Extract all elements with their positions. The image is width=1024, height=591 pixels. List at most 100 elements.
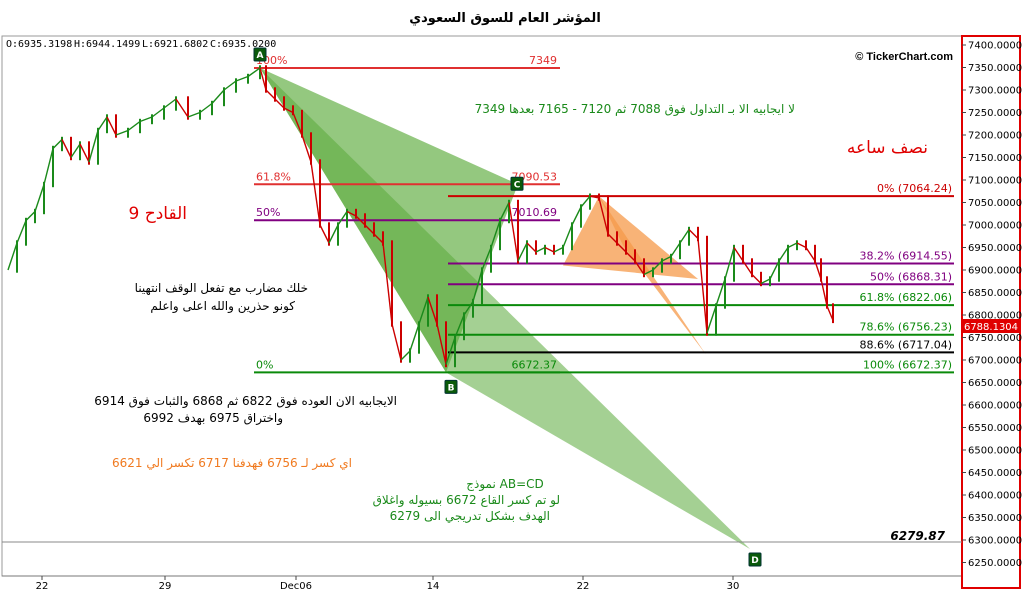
price-segment [34, 184, 45, 212]
x-tick-label: 29 [159, 581, 172, 591]
annotation-above: لا ايجابيه الا بـ التداول فوق 7088 ثم 71… [475, 102, 795, 117]
price-segment [598, 197, 609, 235]
price-segment [127, 120, 141, 132]
price-segment [418, 296, 429, 325]
price-segment [805, 247, 816, 262]
price-segment [751, 274, 762, 284]
price-segment [25, 211, 36, 221]
price-segment [445, 337, 456, 365]
annotation-stop-1: خلك مضارب مع تفعل الوقف انتهينا [135, 281, 308, 296]
price-segment [247, 67, 261, 78]
price-segment [760, 278, 771, 285]
fib-left-value: 7010.69 [512, 206, 558, 219]
price-segment [301, 134, 312, 163]
y-tick-label: 6400.0000 [968, 491, 1022, 502]
x-tick-label: 14 [427, 581, 440, 591]
price-segment [328, 224, 339, 244]
x-tick-label: 30 [727, 581, 740, 591]
point-c-label: C [514, 180, 521, 190]
annotation-abcd-1: نموذج AB=CD [466, 477, 544, 492]
y-tick-label: 6500.0000 [968, 446, 1022, 457]
price-segment [373, 233, 384, 244]
fib-left-pct: 61.8% [256, 170, 291, 183]
price-segment [346, 210, 357, 217]
price-segment [526, 242, 537, 253]
price-segment [7, 242, 18, 271]
price-segment [175, 98, 189, 118]
fib-left-value: 7349 [529, 54, 557, 67]
price-segment [661, 255, 672, 262]
annotation-abcd-2: لو تم كسر القاع 6672 بسيوله واغلاق [373, 493, 560, 508]
price-segment [589, 195, 600, 199]
annotation-positive-2: واختراق 6975 بهدف 6992 [143, 411, 283, 426]
y-tick-label: 7350.0000 [968, 63, 1022, 74]
y-tick-label: 6250.0000 [968, 558, 1022, 569]
y-tick-label: 7300.0000 [968, 86, 1022, 97]
abd-triangle [260, 67, 750, 550]
x-tick-label: 22 [36, 581, 49, 591]
price-segment [679, 229, 690, 244]
price-segment [580, 195, 591, 208]
price-segment [535, 246, 546, 253]
watermark: © TickerChart.com [855, 51, 953, 63]
price-segment [643, 269, 654, 276]
y-tick-label: 6300.0000 [968, 536, 1022, 547]
price-segment [508, 202, 519, 262]
y-tick-label: 6850.0000 [968, 288, 1022, 299]
y-tick-label: 7250.0000 [968, 108, 1022, 119]
annotation-qadeh: القادح 9 [129, 204, 187, 224]
y-tick-label: 6800.0000 [968, 311, 1022, 322]
price-segment [106, 116, 117, 136]
fib-right-label: 0% (7064.24) [877, 182, 952, 195]
price-segment [274, 98, 285, 109]
price-segment [79, 143, 90, 163]
price-segment [61, 139, 72, 158]
price-segment [139, 116, 153, 123]
price-segment [463, 301, 474, 316]
price-segment [355, 215, 366, 226]
y-axis-ticks: 7400.0000 7350.0000 7300.0000 7250.0000 7200… [962, 41, 1022, 569]
price-segment [778, 247, 789, 262]
price-segment [115, 129, 129, 136]
price-segment [211, 89, 225, 104]
price-segment [283, 107, 294, 114]
fib-right-label: 78.6% (6756.23) [859, 321, 952, 334]
price-segment [382, 242, 393, 325]
y-tick-label: 6950.0000 [968, 243, 1022, 254]
y-tick-label: 7400.0000 [968, 41, 1022, 52]
price-segment [409, 323, 420, 352]
price-segment [97, 116, 108, 131]
price-segment [499, 202, 510, 221]
price-segment [670, 242, 681, 257]
current-price-box [962, 319, 1020, 333]
price-segment [454, 314, 465, 338]
price-segment [199, 102, 213, 114]
price-segment [715, 278, 726, 307]
y-tick-label: 6650.0000 [968, 378, 1022, 389]
annotation-half-hour: نصف ساعه [847, 138, 928, 158]
price-segment [436, 323, 447, 365]
annotation-abcd-3: الهدف بشكل تدريجي الى 6279 [390, 509, 550, 524]
price-segment [52, 139, 63, 149]
price-segment [427, 296, 438, 325]
fib-right-label: 88.6% (6717.04) [859, 338, 952, 351]
price-segment [364, 224, 375, 235]
point-d-box [748, 552, 762, 567]
y-tick-label: 7000.0000 [968, 221, 1022, 232]
fib-right-label: 50% (6868.31) [870, 270, 952, 283]
price-segment [553, 246, 564, 253]
price-segment [544, 246, 555, 253]
price-segment [697, 238, 708, 334]
price-segment [43, 148, 54, 185]
ohlc-high: H:6944.1499 [74, 39, 140, 50]
annotation-break: اي كسر لـ 6756 فهدفنا 6717 تكسر الي 6621 [112, 456, 352, 471]
price-segment [187, 111, 201, 118]
price-segment [151, 107, 165, 118]
point-markers: A B C D [253, 47, 762, 567]
price-segment [724, 247, 735, 280]
point-b-box [444, 379, 458, 394]
annotation-positive-1: الايجابيه الان العوده فوق 6822 ثم 6868 و… [94, 394, 397, 409]
price-segment [607, 233, 618, 244]
ohlc-low: L:6921.6802 [142, 39, 208, 50]
